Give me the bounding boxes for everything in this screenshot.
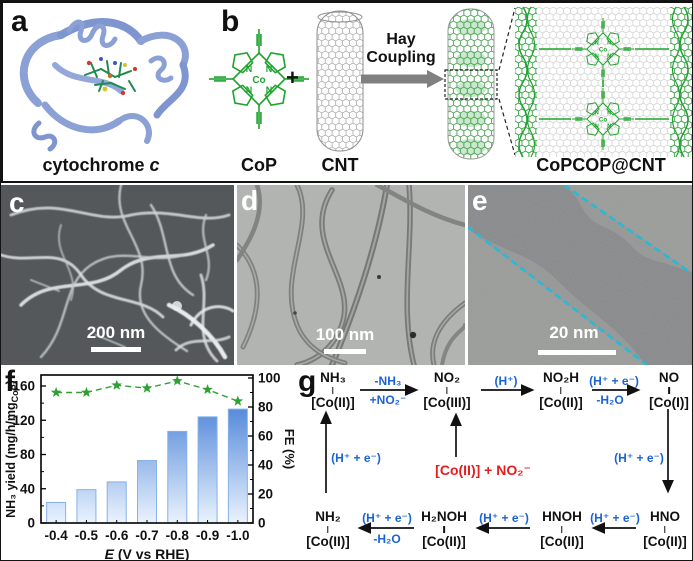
tem-wall-dash-line: [468, 225, 648, 365]
svg-text:40: 40: [20, 481, 35, 496]
nh3-yield-fe-chart: 0 40 80 120 160 0 20 40 60 80 100 -0.4 -0.5 -0.6 -0.7-…: [1, 365, 301, 561]
scale-bar-text-d: 100 nm: [315, 325, 375, 344]
svg-text:-0.7: -0.7: [135, 528, 158, 543]
svg-text:160: 160: [12, 379, 35, 394]
caption-cop: CoP: [241, 155, 277, 175]
step-label: -H₂O: [596, 393, 624, 407]
svg-text:100: 100: [258, 371, 281, 386]
step-label: -NH₃: [374, 374, 402, 388]
panel-e-label: e: [472, 185, 488, 216]
hay-coupling-text: Hay Coupling: [366, 31, 436, 67]
panel-g-mechanism: g NH₃ [Co(II)] NO₂ [Co(III)] NO₂H [Co(II…: [296, 365, 692, 560]
bond-line: [561, 526, 563, 534]
svg-text:FE (%): FE (%): [282, 429, 297, 469]
panel-a-label: a: [11, 5, 28, 38]
tem-artwork: [237, 185, 465, 365]
caption-cnt: CNT: [321, 155, 359, 175]
scale-bar-text-e: 20 nm: [549, 323, 599, 342]
caption-copcop-cnt: CoPCOP@CNT: [536, 155, 666, 175]
step-label: (H⁺): [494, 374, 518, 388]
scale-bar-e: [538, 350, 616, 355]
mechanism-arrows: [320, 384, 674, 534]
scale-bar-c: [91, 347, 141, 352]
svg-text:-0.6: -0.6: [105, 528, 129, 543]
panel-ab-box: N N N N Co: [1, 1, 692, 183]
panel-c-label: c: [9, 187, 25, 218]
zoom-region-box: [444, 69, 498, 100]
panel-e-hrtem-image: e 20 nm: [468, 185, 692, 365]
hrtem-artwork: [468, 185, 692, 365]
bond-line: [332, 387, 334, 395]
svg-text:-0.5: -0.5: [75, 528, 99, 543]
bond-line: [668, 387, 670, 395]
svg-text:-0.4: -0.4: [45, 528, 69, 543]
panel-f-chart: f 0 40 80 120 160 0 20 40 60 80 100 -0.4 -0.5 -0.6 -0.…: [1, 365, 301, 561]
svg-text:120: 120: [12, 413, 35, 428]
svg-text:0: 0: [258, 516, 266, 531]
species-nh3-co2: NH₃ [Co(II)]: [311, 370, 355, 411]
svg-text:-0.9: -0.9: [196, 528, 219, 543]
step-label: (H⁺ + e⁻): [362, 511, 412, 525]
protein-ribbon-illustration: [19, 18, 189, 152]
step-label: +NO₂⁻: [369, 393, 407, 407]
species-no-co1: NO [Co(I)]: [649, 370, 689, 411]
svg-text:0: 0: [27, 516, 35, 531]
svg-text:-0.8: -0.8: [166, 528, 190, 543]
species-h2noh-co2: H₂NOH [Co(II)]: [421, 509, 467, 550]
copcop-cnt-zoom: [515, 6, 692, 158]
species-no2h-co2: NO₂H [Co(II)]: [539, 370, 583, 411]
step-label: -H₂O: [373, 532, 401, 546]
step-label: (H⁺ + e⁻): [589, 374, 639, 388]
step-label: (H⁺ + e⁻): [614, 451, 664, 465]
step-label: (H⁺ + e⁻): [479, 511, 529, 525]
panel-d-label: d: [241, 185, 259, 216]
panel-d-tem-image: d 100 nm: [237, 185, 465, 365]
panel-c-sem-image: c 200 nm: [1, 185, 234, 365]
svg-text:NH₃ yield (mg/h/mgCoP): NH₃ yield (mg/h/mgCoP): [4, 380, 20, 518]
svg-text:20: 20: [258, 487, 273, 502]
tem-wall-dash-line: [563, 185, 692, 276]
svg-text:80: 80: [258, 400, 273, 415]
scale-bar-d: [324, 349, 366, 354]
panel-g-label: g: [298, 365, 317, 398]
species-hnoh-co2: HNOH [Co(II)]: [540, 509, 584, 550]
plus-sign: +: [286, 65, 299, 90]
reaction-arrow: [361, 70, 444, 88]
species-no2-co3: NO₂ [Co(III)]: [423, 370, 471, 411]
caption-cytochrome-c: cytochrome c: [42, 155, 160, 175]
panel-b-label: b: [221, 5, 240, 38]
panel-f-label: f: [5, 365, 15, 398]
bond-line: [560, 387, 562, 395]
svg-text:80: 80: [20, 447, 35, 462]
svg-text:E (V vs RHE): E (V vs RHE): [105, 546, 190, 561]
svg-text:40: 40: [258, 458, 273, 473]
entry-species-red: [Co(II)] + NO₂⁻: [435, 462, 531, 478]
bond-line: [443, 526, 445, 534]
svg-text:60: 60: [258, 429, 273, 444]
bond-line: [327, 526, 329, 534]
species-hno-co2: HNO [Co(II)]: [643, 509, 687, 550]
step-label: (H⁺ + e⁻): [590, 511, 640, 525]
bond-line: [446, 387, 448, 395]
scheme-artwork: N N N N Co: [19, 6, 692, 160]
scale-bar-text-c: 200 nm: [86, 323, 146, 342]
species-nh2-co2: NH₂ [Co(II)]: [306, 509, 350, 550]
sem-artwork: [1, 185, 234, 365]
step-label: (H⁺ + e⁻): [331, 451, 381, 465]
coated-cnt: [444, 7, 516, 160]
cnt-cylinder: [316, 10, 364, 152]
bond-line: [664, 526, 666, 534]
svg-text:-1.0: -1.0: [226, 528, 249, 543]
